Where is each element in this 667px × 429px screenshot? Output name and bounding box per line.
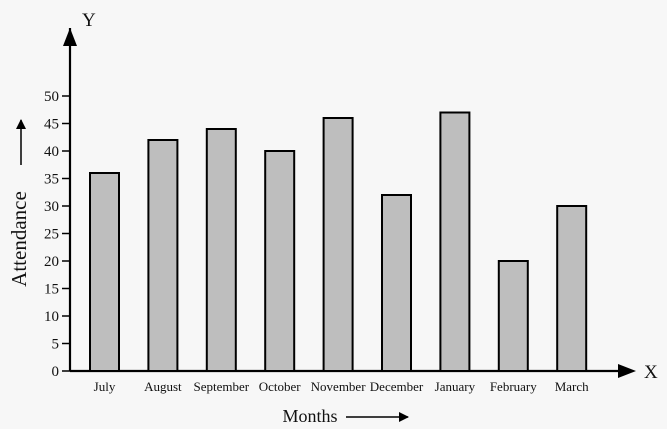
category-label-july: July — [94, 379, 116, 394]
category-label-august: August — [144, 379, 182, 394]
y-tick-label: 35 — [44, 172, 59, 188]
bar-february — [497, 260, 529, 372]
y-tick-label: 25 — [44, 227, 59, 243]
y-tick-label: 10 — [44, 309, 59, 325]
y-tick-label: 5 — [52, 337, 60, 353]
y-axis-title: Attendance — [7, 191, 31, 287]
y-tick-label: 45 — [44, 117, 59, 133]
y-axis-arrow — [63, 28, 77, 46]
category-label-september: September — [194, 379, 250, 394]
bars — [89, 111, 588, 372]
x-axis-arrow — [618, 364, 636, 378]
y-ticks: 0 5 10 15 20 25 30 35 40 45 50 — [44, 89, 70, 380]
category-labels: July August September October November Decemb… — [94, 379, 589, 394]
category-label-november: November — [311, 379, 367, 394]
y-tick-label: 15 — [44, 282, 59, 298]
bar-november — [322, 117, 354, 372]
category-label-january: January — [435, 379, 476, 394]
y-tick-label: 50 — [44, 89, 59, 105]
x-axis-letter: X — [644, 362, 658, 383]
y-axis-letter: Y — [82, 10, 96, 31]
bar-september — [205, 128, 237, 372]
bar-december — [381, 194, 412, 372]
bar-august — [147, 139, 179, 372]
y-tick-label: 40 — [44, 144, 59, 160]
category-label-march: March — [555, 379, 589, 394]
bar-march — [556, 205, 588, 372]
category-label-february: February — [490, 379, 537, 394]
y-tick-label: 0 — [52, 364, 60, 380]
category-label-december: December — [370, 379, 424, 394]
bar-january — [439, 111, 471, 372]
bar-july — [89, 172, 120, 372]
y-tick-label: 30 — [44, 199, 59, 215]
x-axis-title: Months — [282, 406, 337, 426]
bar-october — [264, 150, 296, 372]
y-tick-label: 20 — [44, 254, 59, 270]
category-label-october: October — [259, 379, 302, 394]
